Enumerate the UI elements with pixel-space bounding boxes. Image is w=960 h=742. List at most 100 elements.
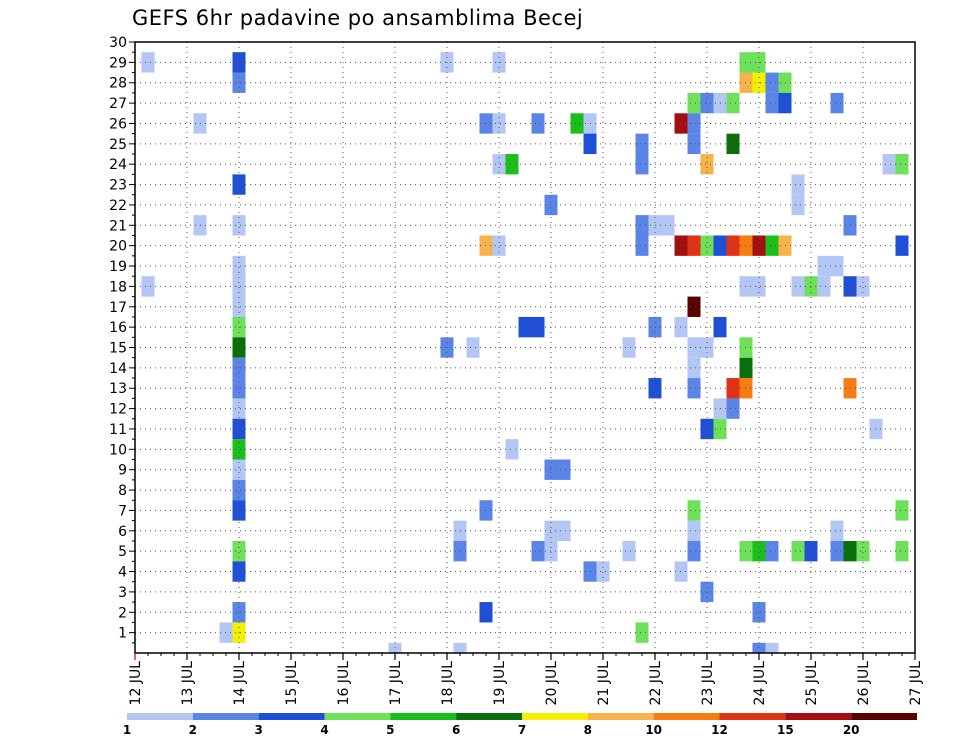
x-tick-label: 18 JUL	[440, 661, 456, 706]
heatmap-cell	[700, 154, 714, 175]
y-tick-label: 1	[118, 626, 127, 642]
colorbar-label: 1	[123, 723, 131, 737]
heatmap-cell	[232, 174, 246, 195]
axes-layer: 1234567891011121314151617181920212223242…	[109, 35, 924, 705]
heatmap-cell	[466, 337, 480, 358]
heatmap-cell	[791, 194, 805, 216]
colorbar-segment	[653, 713, 720, 720]
x-tick-label: 25 JUL	[804, 661, 820, 706]
colorbar-label: 2	[189, 723, 197, 737]
heatmap-cell	[232, 500, 246, 521]
heatmap-cell	[557, 520, 571, 541]
heatmap-cell	[661, 215, 675, 236]
heatmap-cell	[752, 540, 766, 562]
y-tick-label: 9	[118, 463, 127, 479]
y-tick-label: 22	[109, 198, 127, 214]
colorbar-segment	[192, 713, 259, 720]
y-tick-label: 2	[118, 605, 127, 621]
cells-layer	[141, 52, 909, 653]
colorbar-label: 15	[777, 723, 794, 737]
heatmap-cell	[726, 133, 740, 155]
heatmap-cell	[622, 540, 636, 562]
heatmap-cell	[596, 561, 610, 582]
y-tick-label: 13	[109, 381, 127, 397]
heatmap-cell	[232, 418, 246, 440]
colorbar-label: 12	[711, 723, 728, 737]
colorbar-segment	[456, 713, 522, 720]
y-tick-label: 17	[109, 300, 127, 316]
heatmap-cell	[895, 540, 909, 562]
heatmap-cell	[817, 255, 831, 277]
heatmap-cell	[895, 154, 909, 175]
colorbar: 1 2 3 4 5 6 7 8 10 12 15 20	[123, 713, 917, 737]
heatmap-cell	[765, 92, 779, 114]
colorbar-label: 5	[386, 723, 394, 737]
x-tick-label: 23 JUL	[700, 661, 716, 706]
heatmap-cell	[635, 215, 649, 236]
heatmap-cell	[765, 540, 779, 562]
heatmap-cell	[492, 154, 506, 175]
y-tick-label: 4	[118, 565, 127, 581]
heatmap-cell	[765, 235, 779, 256]
y-tick-label: 3	[118, 585, 127, 601]
x-tick-label: 19 JUL	[492, 661, 508, 706]
heatmap-cell	[700, 581, 714, 603]
colorbar-label: 6	[452, 723, 460, 737]
heatmap-cell	[726, 92, 740, 114]
y-tick-label: 11	[109, 422, 127, 438]
grid-layer	[135, 42, 915, 653]
colorbar-segment	[127, 713, 193, 720]
heatmap-cell	[791, 276, 805, 297]
heatmap-cell	[232, 215, 246, 236]
x-tick-label: 12 JUL	[128, 661, 144, 706]
y-tick-label: 30	[109, 35, 127, 51]
heatmap-cell	[765, 72, 779, 93]
heatmap-cell	[700, 418, 714, 440]
heatmap-cell	[232, 378, 246, 399]
heatmap-cell	[687, 500, 701, 521]
y-tick-label: 20	[109, 239, 127, 255]
x-tick-label: 16 JUL	[336, 661, 352, 706]
heatmap-cell	[232, 255, 246, 277]
y-tick-label: 8	[118, 483, 127, 499]
colorbar-segment	[522, 713, 588, 720]
y-tick-label: 15	[109, 341, 127, 357]
y-tick-label: 5	[118, 544, 127, 560]
heatmap-cell	[687, 133, 701, 155]
heatmap-cell	[232, 398, 246, 419]
heatmap-cell	[830, 255, 844, 277]
heatmap-cell	[687, 296, 701, 317]
heatmap-cell	[531, 540, 545, 562]
y-tick-label: 27	[109, 96, 127, 112]
heatmap-cell	[453, 642, 467, 653]
heatmap-cell	[700, 235, 714, 256]
x-tick-label: 17 JUL	[388, 661, 404, 706]
heatmap-cell	[895, 235, 909, 256]
heatmap-cell	[687, 357, 701, 379]
x-tick-label: 14 JUL	[232, 661, 248, 706]
heatmap-cell	[687, 92, 701, 114]
heatmap-cell	[791, 174, 805, 195]
heatmap-cell	[882, 154, 896, 175]
heatmap-cell	[505, 154, 519, 175]
heatmap-cell	[232, 459, 246, 480]
heatmap-cell	[557, 459, 571, 480]
x-tick-label: 21 JUL	[596, 661, 612, 706]
heatmap-cell	[817, 276, 831, 297]
heatmap-cell	[687, 378, 701, 399]
y-tick-label: 24	[109, 157, 127, 173]
y-tick-label: 12	[109, 402, 127, 418]
colorbar-segment	[587, 713, 654, 720]
heatmap-cell	[726, 378, 740, 399]
heatmap-cell	[232, 276, 246, 297]
y-tick-label: 28	[109, 76, 127, 92]
y-tick-label: 14	[109, 361, 127, 377]
heatmap-cell	[635, 133, 649, 155]
colorbar-segment	[324, 713, 391, 720]
heatmap-cell	[791, 540, 805, 562]
heatmap-cell	[856, 540, 870, 562]
colorbar-label: 4	[320, 723, 328, 737]
y-tick-label: 26	[109, 116, 127, 132]
heatmap-cell	[765, 642, 779, 653]
